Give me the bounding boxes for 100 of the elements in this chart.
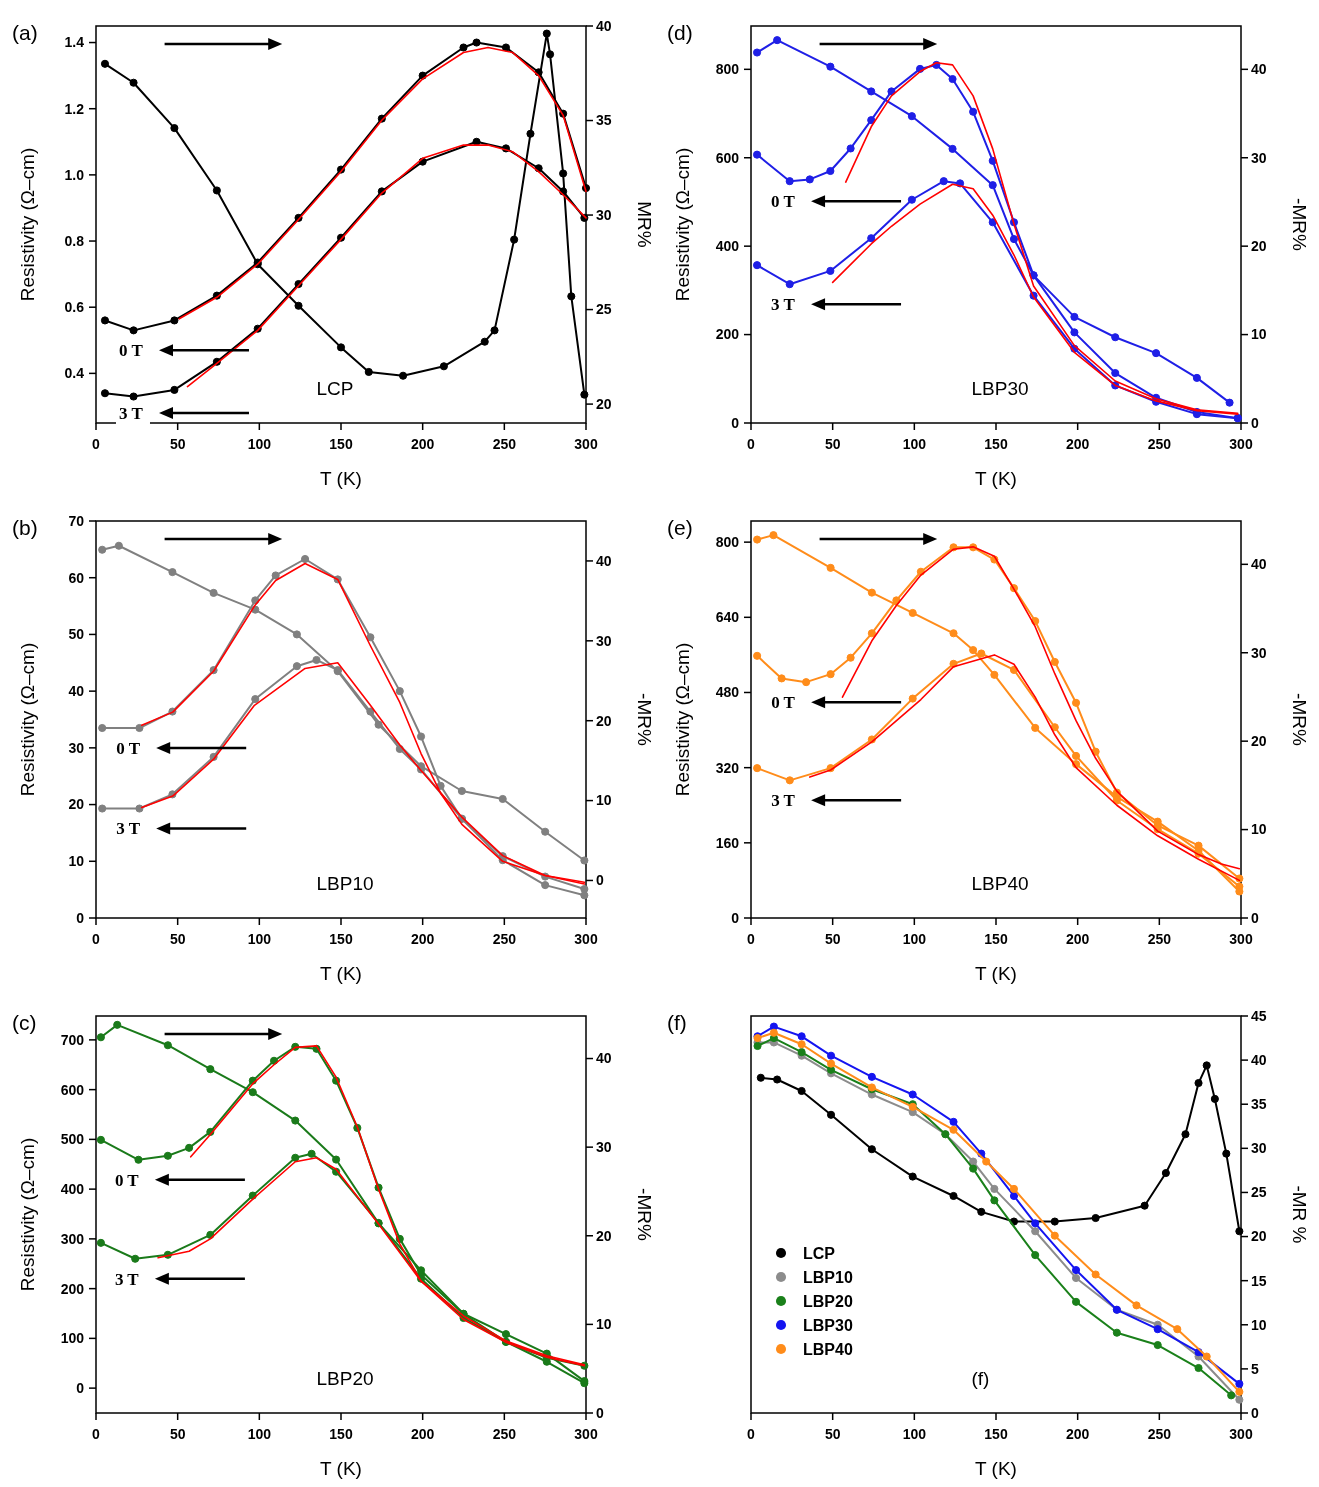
y2-tick-label: 35 <box>596 112 612 129</box>
y-tick-label: 0.4 <box>64 365 85 382</box>
y-tick-label: 70 <box>68 512 85 529</box>
y-tick-label: 60 <box>68 569 85 586</box>
x-tick-label: 150 <box>984 1426 1008 1442</box>
annotation: 3 T <box>114 1269 140 1289</box>
x-tick-label: 150 <box>984 931 1008 947</box>
y-tick-label: 200 <box>715 326 740 343</box>
y-tick-label: 0 <box>731 414 740 431</box>
y2-tick-label: 30 <box>596 1139 612 1156</box>
annotation: LBP40 <box>971 873 1029 894</box>
y-tick-label: 800 <box>715 61 740 78</box>
y2-axis-title: -MR% <box>634 693 655 746</box>
annotation: LBP10 <box>316 873 374 894</box>
annotation: 3 T <box>116 819 141 839</box>
x-tick-label: 300 <box>1229 931 1253 947</box>
annotation: 3 T <box>771 295 796 315</box>
y-tick-label: 40 <box>68 683 85 700</box>
x-tick-label: 200 <box>410 1426 435 1442</box>
y-axis-title: Resistivity (Ω–cm) <box>17 1137 38 1292</box>
annotation: 0 T <box>771 192 796 212</box>
x-tick-label: 200 <box>1065 436 1090 452</box>
x-tick-label: 150 <box>984 436 1008 452</box>
y2-tick-label: 40 <box>596 552 612 569</box>
x-tick-label: 250 <box>492 1426 517 1442</box>
y-tick-label: 0.6 <box>64 299 85 316</box>
y2-tick-label: 0 <box>1251 414 1259 431</box>
y2-tick-label: 30 <box>596 206 612 223</box>
x-tick-label: 250 <box>1147 1426 1172 1442</box>
y2-axis-title: -MR % <box>1289 1185 1310 1244</box>
y-tick-label: 0 <box>76 909 85 926</box>
y2-tick-label: 0 <box>1251 909 1259 926</box>
x-axis-title: T (K) <box>320 963 362 984</box>
y2-tick-label: 30 <box>1251 1140 1267 1157</box>
x-tick-label: 200 <box>1065 931 1090 947</box>
x-tick-label: 150 <box>329 1426 353 1442</box>
x-tick-label: 300 <box>574 931 598 947</box>
y2-tick-label: 45 <box>1251 1007 1267 1024</box>
y2-tick-label: 20 <box>1251 1228 1267 1245</box>
x-tick-label: 200 <box>410 931 435 947</box>
y-tick-label: 1.4 <box>64 34 85 51</box>
annotation: 0 T <box>116 738 141 758</box>
annotation: LBP20 <box>316 1368 374 1389</box>
x-tick-label: 0 <box>747 436 756 452</box>
legend-label: LBP40 <box>803 1340 853 1358</box>
x-tick-label: 100 <box>902 1426 927 1442</box>
y-tick-label: 1.0 <box>64 166 85 183</box>
x-axis-title: T (K) <box>320 1458 362 1479</box>
x-tick-label: 100 <box>902 436 927 452</box>
x-tick-label: 250 <box>492 436 517 452</box>
y-tick-label: 0.8 <box>64 232 85 249</box>
annotation: 0 T <box>771 693 796 713</box>
annotation: 3 T <box>771 791 796 811</box>
annotation: 0 T <box>114 1170 140 1190</box>
annotation: 0 T <box>118 341 144 361</box>
x-axis-title: T (K) <box>975 468 1017 489</box>
y-axis-title: Resistivity (Ω–cm) <box>672 642 693 797</box>
chart-title: (b) <box>12 516 38 539</box>
x-tick-label: 300 <box>1229 436 1253 452</box>
y2-axis-title: MR% <box>634 201 655 248</box>
y-tick-label: 480 <box>715 684 740 701</box>
x-tick-label: 50 <box>169 1426 186 1442</box>
y2-tick-label: 40 <box>1251 556 1267 573</box>
annotation: LBP30 <box>971 378 1029 399</box>
y2-axis-title: -MR% <box>634 1188 655 1241</box>
y-tick-label: 1.2 <box>64 100 85 117</box>
y-tick-label: 300 <box>60 1230 85 1247</box>
x-tick-label: 50 <box>824 436 841 452</box>
y-tick-label: 400 <box>715 238 740 255</box>
y2-tick-label: 30 <box>596 632 612 649</box>
x-tick-label: 0 <box>92 931 101 947</box>
y2-tick-label: 20 <box>596 396 612 412</box>
x-tick-label: 200 <box>1065 1426 1090 1442</box>
y-axis-title: Resistivity (Ω–cm) <box>17 642 38 797</box>
y-tick-label: 30 <box>68 739 85 756</box>
y2-tick-label: 10 <box>1251 1316 1267 1333</box>
y2-tick-label: 20 <box>596 712 612 729</box>
x-tick-label: 100 <box>247 931 272 947</box>
x-tick-label: 300 <box>574 1426 598 1442</box>
x-tick-label: 150 <box>329 436 353 452</box>
chart-title: (c) <box>12 1011 37 1034</box>
legend-label: LBP20 <box>803 1292 853 1310</box>
y-tick-label: 500 <box>60 1131 85 1148</box>
x-tick-label: 100 <box>247 1426 272 1442</box>
y-tick-label: 10 <box>68 853 85 870</box>
x-tick-label: 100 <box>902 931 927 947</box>
y2-tick-label: 35 <box>1251 1096 1267 1113</box>
y2-tick-label: 5 <box>1251 1360 1259 1377</box>
x-tick-label: 100 <box>247 436 272 452</box>
y-tick-label: 20 <box>68 796 85 813</box>
y2-tick-label: 0 <box>1251 1404 1259 1421</box>
x-tick-label: 0 <box>747 931 756 947</box>
y2-tick-label: 0 <box>596 1404 604 1421</box>
y-axis-title: Resistivity (Ω–cm) <box>672 147 693 302</box>
x-tick-label: 50 <box>169 436 186 452</box>
y2-tick-label: 40 <box>596 17 612 34</box>
y2-tick-label: 10 <box>596 1316 612 1333</box>
x-tick-label: 250 <box>492 931 517 947</box>
y2-tick-label: 40 <box>1251 61 1267 78</box>
y2-tick-label: 40 <box>596 1050 612 1067</box>
